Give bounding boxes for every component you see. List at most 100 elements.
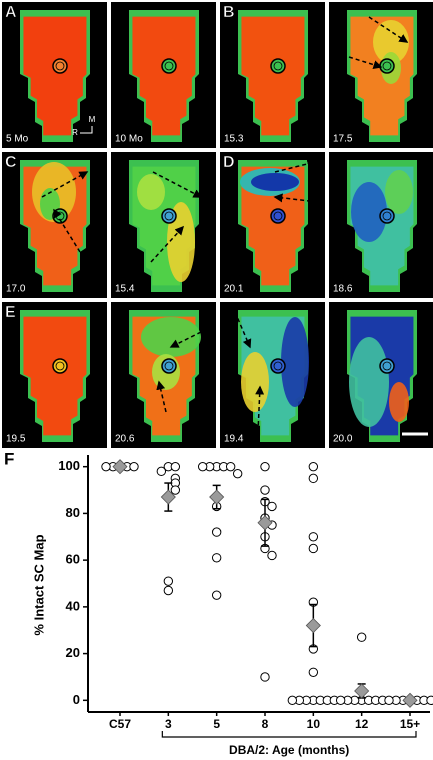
recording-ring [164,361,174,371]
recording-ring [382,211,392,221]
data-point [197,461,208,472]
arrow [169,331,202,348]
panel-letter: E [5,304,16,321]
map-body [23,16,87,136]
data-point [163,585,174,596]
group-label: DBA/2: Age (months) [229,743,349,757]
arrow [41,171,89,198]
map-body [241,16,305,136]
map-body [132,16,196,136]
recording-site [270,208,286,224]
map-panel: 20.0 [329,302,433,448]
data-point [287,695,298,706]
data-point [156,466,167,477]
map-panels: 5 Mo 10 Mo 15.3 17.5 17.0 15.4 20.1 18.6 19.5 20.… [2,2,433,448]
map-label: 17.0 [6,284,26,295]
orientation-arrow [80,126,93,134]
arrow [234,311,252,349]
data-point [335,695,346,706]
orientation-left: R [72,128,78,137]
panel-letter: D [223,154,235,171]
map-region [167,202,195,282]
map-region [349,337,389,427]
y-tick-label: 0 [73,692,80,707]
x-tick-label: 8 [262,717,269,731]
panel-letter: A [5,4,17,21]
recording-ring [273,61,283,71]
map-region [241,352,269,412]
map-panel: 5 Mo [2,2,107,148]
data-point [308,532,319,542]
data-point [225,461,236,472]
map-body [23,316,87,436]
recording-ring [55,361,65,371]
panel-letter: B [223,4,235,21]
recording-ring [55,61,65,71]
map-panel: 15.3 [220,2,325,148]
y-tick-label: 20 [66,645,80,660]
recording-site [379,58,395,74]
mean-marker [257,515,273,531]
data-point [211,527,222,537]
x-tick-label: C57 [109,717,131,731]
arrow [368,16,409,43]
data-point [101,461,111,472]
recording-ring [273,361,283,371]
map-label: 18.6 [333,284,353,295]
recording-site [161,358,177,374]
arrow [53,208,81,253]
data-point [260,461,270,472]
map-label: 19.5 [6,434,26,445]
recording-site [379,358,395,374]
recording-site [52,358,68,374]
map-panel: 10 Mo [111,2,216,148]
data-point [260,485,270,495]
data-point [308,667,319,677]
map-label: 15.4 [115,284,135,295]
recording-ring [164,61,174,71]
map-label: 19.4 [224,434,244,445]
x-tick-label: 3 [165,717,172,731]
recording-site [379,208,395,224]
map-region [351,182,387,242]
recording-site [52,58,68,74]
map-panel: 20.6 [111,302,216,448]
data-point [170,485,181,495]
group-bracket [161,731,417,738]
map-panel: 19.5 [2,302,107,448]
data-point [170,461,181,472]
map-panel: 15.4 [111,152,216,298]
y-tick-label: 80 [66,505,80,520]
mean-marker [209,489,225,505]
map-label: 15.3 [224,134,244,145]
arrow [348,56,383,70]
data-point [211,590,222,600]
map-region [281,317,309,407]
mean-marker [305,617,321,634]
y-axis-label: % Intact SC Map [31,534,46,635]
recording-site [270,358,286,374]
arrow [255,385,265,433]
data-point [211,553,222,563]
arrow [156,380,167,413]
chart: F % Intact SC Map 0 20 40 60 80 100 C57 3 5 8 10 12… [4,449,433,757]
x-tick-label: 10 [307,717,321,731]
map-panel: 17.0 [2,152,107,298]
recording-ring [382,361,392,371]
recording-site [270,58,286,74]
arrow [273,193,319,203]
mean-marker [160,489,176,505]
y-tick-label: 40 [66,598,80,613]
mean-marker [354,683,370,699]
data-point [384,695,394,706]
map-panel: 18.6 [329,152,433,298]
map-panel: 19.4 [220,302,325,448]
map-label: 5 Mo [6,134,29,145]
panel-letter: C [5,154,17,171]
arrow [152,171,203,198]
map-panel: 17.5 [329,2,433,148]
recording-ring [273,211,283,221]
map-body [241,166,305,286]
map-region [389,382,409,422]
data-point [308,543,319,554]
